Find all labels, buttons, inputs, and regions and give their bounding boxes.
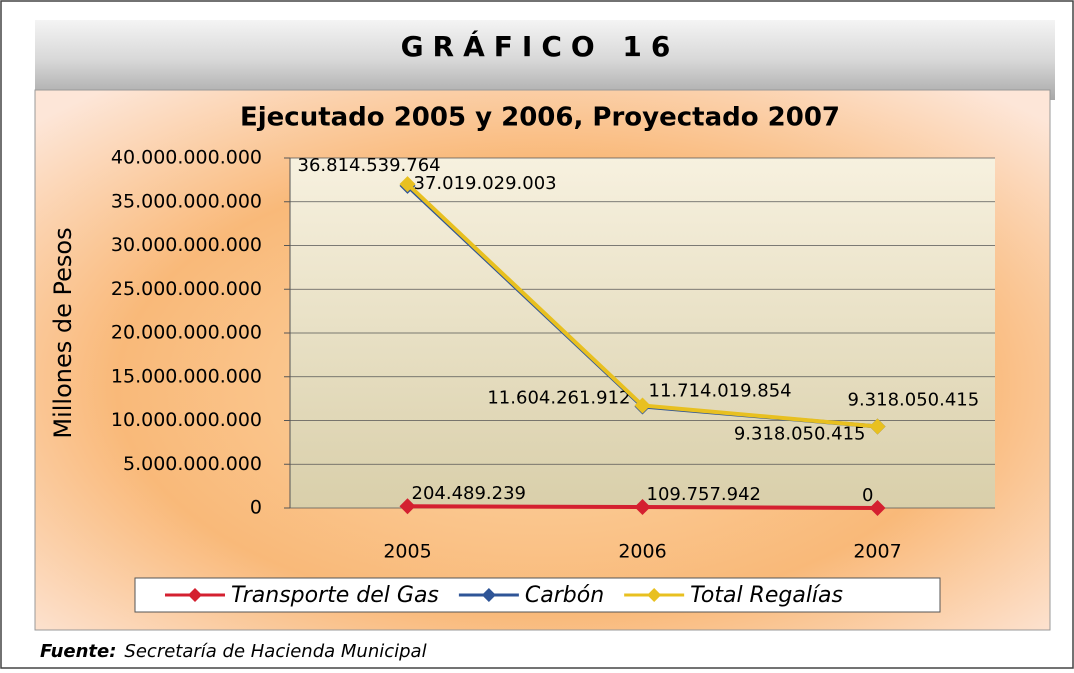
source-label: Fuente: — [40, 641, 116, 662]
x-tick-label: 2006 — [618, 541, 666, 563]
y-tick-label: 30.000.000.000 — [111, 234, 262, 256]
marker — [869, 418, 886, 435]
data-label: 9.318.050.415 — [848, 389, 980, 410]
legend-label: Transporte del Gas — [231, 583, 439, 608]
y-tick-label: 40.000.000.000 — [111, 147, 262, 169]
legend-label: Carbón — [525, 583, 604, 608]
marker — [634, 499, 651, 516]
y-axis-label: Millones de Pesos — [49, 227, 77, 438]
data-label: 11.714.019.854 — [649, 381, 792, 402]
legend-marker — [647, 588, 662, 602]
data-label: 37.019.029.003 — [414, 173, 557, 194]
x-tick-label: 2005 — [383, 541, 431, 563]
chart-title: Ejecutado 2005 y 2006, Proyectado 2007 — [240, 103, 840, 133]
source: Secretaría de Hacienda Municipal — [124, 641, 426, 662]
y-tick-label: 0 — [250, 497, 262, 519]
legend-items: Transporte del Gas Carbón Total Regalías — [165, 583, 843, 608]
data-label: 204.489.239 — [412, 483, 527, 504]
data-label: 0 — [862, 485, 873, 506]
marker — [869, 500, 886, 516]
y-tick-label: 15.000.000.000 — [111, 365, 262, 387]
banner — [35, 20, 1055, 100]
y-tick-label: 25.000.000.000 — [111, 278, 262, 300]
footer: Fuente: Secretaría de Hacienda Municipal — [40, 641, 427, 662]
data-label: 11.604.261.912 — [487, 387, 630, 408]
data-label: 109.757.942 — [647, 484, 762, 505]
legend-marker — [188, 588, 202, 602]
y-tick-label: 5.000.000.000 — [123, 453, 262, 475]
legend — [134, 577, 941, 613]
marker — [399, 498, 416, 515]
banner-title: GRÁFICO 16 — [401, 29, 680, 63]
legend-label: Total Regalías — [690, 583, 843, 608]
y-tick-label: 35.000.000.000 — [111, 190, 262, 212]
y-tick-label: 20.000.000.000 — [111, 322, 262, 344]
y-tick-label: 10.000.000.000 — [111, 409, 262, 431]
x-tick-label: 2007 — [853, 541, 901, 563]
marker — [399, 176, 416, 193]
marker — [634, 397, 651, 414]
data-label: 36.814.539.764 — [298, 155, 441, 176]
legend-marker — [481, 588, 496, 602]
data-label: 9.318.050.415 — [734, 423, 866, 444]
